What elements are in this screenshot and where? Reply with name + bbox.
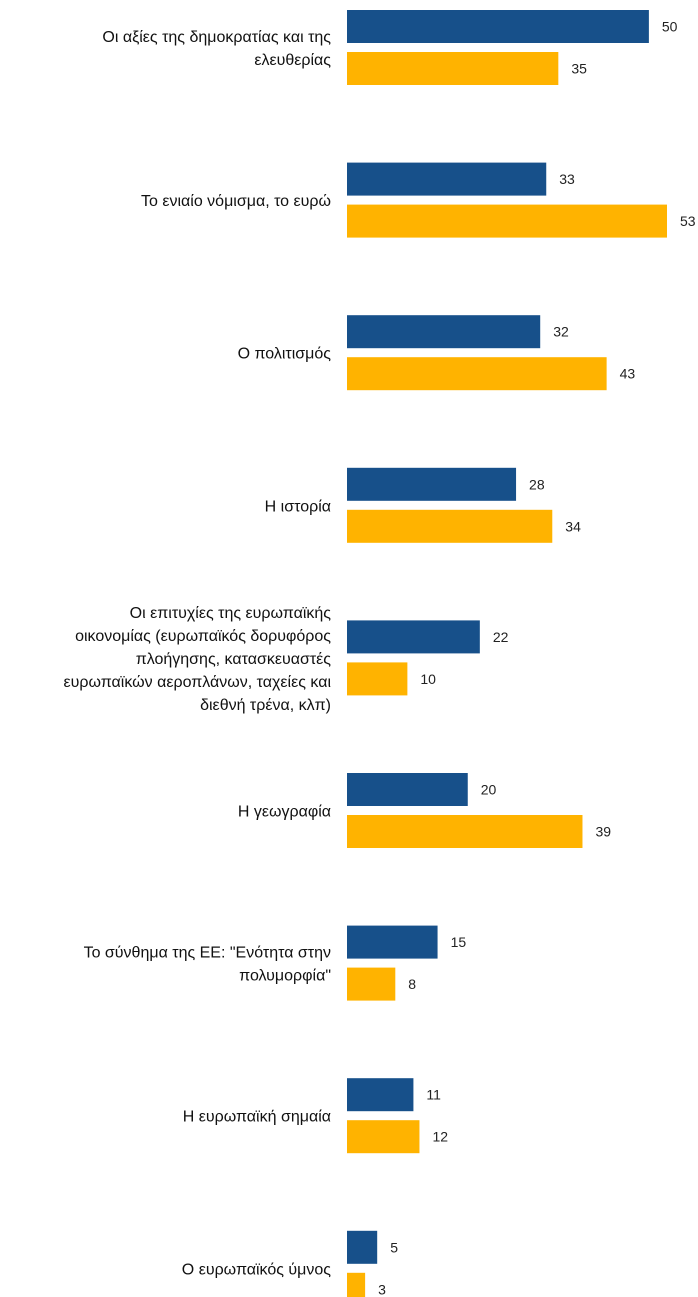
category-label-line: ελευθερίας [254,52,331,69]
bar-blue [347,773,468,806]
bar-group: Η ιστορία 28 34 [265,467,581,543]
category-label-line: διεθνή τρένα, κλπ) [200,697,331,714]
bar-yellow [347,967,396,1001]
bar-yellow [347,1120,420,1154]
category-label-line: Η γεωγραφία [238,804,331,821]
bar-yellow [347,357,607,391]
category-label: Ο ευρωπαϊκός ύμνος [182,1261,331,1278]
bar-group: Το σύνθημα της ΕΕ: "Ενότητα στην πολυμορφ… [84,925,467,1001]
bar-group: Η ευρωπαϊκή σημαία 11 12 [183,1078,448,1154]
data-label: 33 [559,171,575,187]
bar-group: Η γεωγραφία 20 39 [238,773,611,848]
bar-group: Ο ευρωπαϊκός ύμνος 5 3 [182,1230,398,1297]
bar-blue [347,467,517,501]
category-label: Το σύνθημα της ΕΕ: "Ενότητα στην πολυμορφ… [84,945,331,985]
bar-blue [347,162,547,196]
category-label-line: Οι αξίες της δημοκρατίας και της [102,29,331,46]
bar-blue [347,315,541,349]
category-label-line: Το σύνθημα της ΕΕ: "Ενότητα στην [84,945,331,962]
bar-blue [347,1078,414,1112]
data-label: 39 [595,824,611,840]
category-label-line: πολυμορφία" [239,968,331,985]
category-label-line: Το ενιαίο νόμισμα, το ευρώ [141,193,331,210]
data-label: 3 [378,1281,386,1297]
data-label: 20 [481,782,497,798]
bar-blue [347,10,649,43]
category-label-line: ευρωπαϊκών αεροπλάνων, ταχείες και [63,674,331,691]
category-label: Η ευρωπαϊκή σημαία [183,1109,331,1126]
category-label: Η γεωγραφία [238,804,331,821]
category-label-line: πλοήγησης, κατασκευαστές [136,651,332,668]
bar-yellow [347,1272,366,1297]
data-label: 12 [432,1129,448,1145]
bar-blue [347,1230,378,1264]
category-label: Οι αξίες της δημοκρατίας και της ελευθερί… [102,29,331,69]
bar-blue [347,925,438,959]
data-label: 22 [493,629,509,645]
bar-group: Οι επιτυχίες της ευρωπαϊκής οικονομίας (ε… [63,605,508,714]
bar-group: Οι αξίες της δημοκρατίας και της ελευθερί… [102,10,678,85]
bar-group: Το ενιαίο νόμισμα, το ευρώ 33 53 [141,162,696,238]
bar-yellow [347,52,559,85]
data-label: 8 [408,976,416,992]
bar-blue [347,620,480,654]
bar-yellow [347,815,583,848]
data-label: 11 [426,1087,441,1103]
category-label-line: Ο ευρωπαϊκός ύμνος [182,1261,331,1278]
category-label-line: Οι επιτυχίες της ευρωπαϊκής [130,605,332,622]
data-label: 53 [680,213,696,229]
data-label: 28 [529,476,545,492]
bar-yellow [347,662,408,696]
bar-yellow [347,204,667,238]
bar-group: Ο πολιτισμός 32 43 [238,315,636,391]
data-label: 10 [420,671,436,687]
data-label: 50 [662,19,678,35]
category-label: Η ιστορία [265,498,331,515]
data-label: 15 [451,934,467,950]
category-label: Ο πολιτισμός [238,346,332,363]
category-label: Το ενιαίο νόμισμα, το ευρώ [141,193,331,210]
data-label: 5 [390,1239,398,1255]
category-label-line: Η ιστορία [265,498,331,515]
category-label-line: οικονομίας (ευρωπαϊκός δορυφόρος [75,628,331,645]
category-label-line: Η ευρωπαϊκή σημαία [183,1109,331,1126]
data-label: 32 [553,324,569,340]
data-label: 34 [565,518,581,534]
category-label-line: Ο πολιτισμός [238,346,332,363]
data-label: 35 [571,61,587,77]
bar-yellow [347,509,553,543]
category-label: Οι επιτυχίες της ευρωπαϊκής οικονομίας (ε… [63,605,331,714]
data-label: 43 [620,366,636,382]
